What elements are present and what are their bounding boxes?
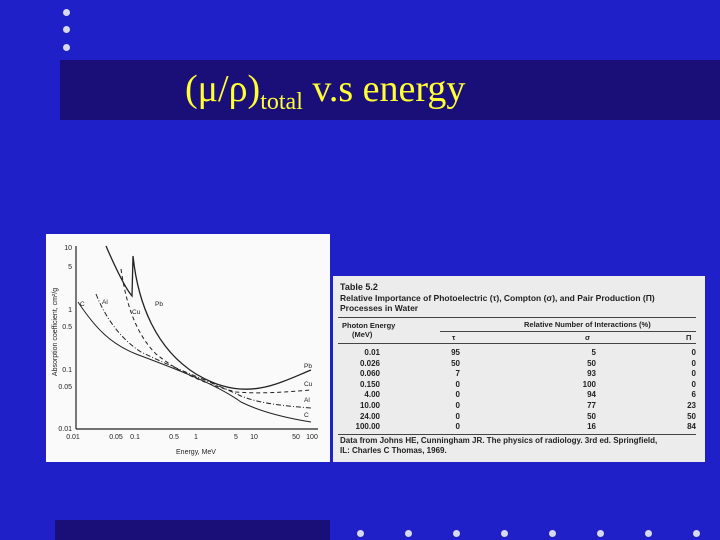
table-name: Table 5.2	[340, 282, 378, 292]
col-sigma: 5 50 93 100 94 77 50 16	[582, 348, 596, 432]
x-tick: 0.05	[109, 434, 123, 441]
x-tick: 0.5	[169, 434, 179, 441]
bullet-dot	[645, 530, 652, 537]
curve-label-c: C	[80, 301, 85, 308]
y-tick: 0.05	[58, 384, 72, 391]
group-header: Relative Number of Interactions (%)	[524, 320, 651, 329]
col-header-energy: Photon Energy	[342, 321, 396, 330]
x-axis-label: Energy, MeV	[176, 449, 216, 456]
curve-label-pb: Pb	[155, 301, 163, 308]
curve-pb	[105, 245, 312, 390]
table-source: Data from Johns HE, Cunningham JR. The p…	[340, 436, 658, 445]
rule	[440, 331, 696, 332]
col-header-energy-unit: (MeV)	[352, 330, 373, 339]
curve-label-al-right: Al	[304, 397, 310, 404]
x-tick: 0.1	[130, 434, 140, 441]
x-tick: 1	[194, 434, 198, 441]
table-source: IL: Charles C Thomas, 1969.	[340, 446, 447, 455]
x-tick: 100	[306, 434, 318, 441]
bullet-dot	[63, 26, 70, 33]
bullet-dot	[597, 530, 604, 537]
curve-label-al: Al	[102, 299, 108, 306]
absorption-graph: 10 5 1 0.5 0.1 0.05 0.01 0.01 0.05 0.1 0…	[46, 234, 330, 462]
curve-label-c-right: C	[304, 412, 309, 419]
bullet-dot	[63, 9, 70, 16]
bottom-band	[55, 520, 330, 540]
curve-label-cu: Cu	[132, 309, 141, 316]
y-tick: 0.5	[62, 324, 72, 331]
sym-sigma: σ	[585, 333, 591, 342]
curve-c	[77, 301, 312, 423]
curve-label-cu-right: Cu	[304, 381, 313, 388]
x-tick: 0.01	[66, 434, 80, 441]
y-tick: 1	[68, 307, 72, 314]
x-tick: 5	[234, 434, 238, 441]
y-tick: 10	[64, 245, 72, 252]
bullet-dot	[453, 530, 460, 537]
slide-title: (μ/ρ)total v.s energy	[185, 68, 466, 115]
table-caption: Processes in Water	[340, 303, 419, 313]
y-tick: 5	[68, 264, 72, 271]
table-panel	[333, 276, 705, 462]
x-tick: 50	[292, 434, 300, 441]
bullet-dot	[693, 530, 700, 537]
y-tick: 0.1	[62, 367, 72, 374]
rule	[338, 343, 696, 344]
rule	[338, 434, 696, 435]
title-band	[60, 60, 720, 120]
x-tick: 10	[250, 434, 258, 441]
col-pi: 0 0 0 0 6 23 50 84	[687, 348, 696, 432]
sym-pi: Π	[686, 333, 692, 342]
sym-tau: τ	[452, 333, 456, 342]
rule	[338, 317, 696, 318]
bullet-dot	[405, 530, 412, 537]
bullet-dot	[501, 530, 508, 537]
table-caption: Relative Importance of Photoelectric (τ)…	[340, 293, 655, 303]
col-tau: 95 50 7 0 0 0 0 0	[451, 348, 460, 432]
curve-al	[95, 293, 312, 409]
curve-cu	[120, 268, 312, 394]
y-axis-label: Absorption coefficient, cm²/g	[52, 288, 59, 376]
y-tick: 0.01	[58, 426, 72, 433]
bullet-dot	[63, 44, 70, 51]
col-energy: 0.01 0.026 0.060 0.150 4.00 10.00 24.00 …	[355, 348, 380, 432]
curve-label-pb-right: Pb	[304, 363, 312, 370]
bullet-dot	[549, 530, 556, 537]
bullet-dot	[357, 530, 364, 537]
